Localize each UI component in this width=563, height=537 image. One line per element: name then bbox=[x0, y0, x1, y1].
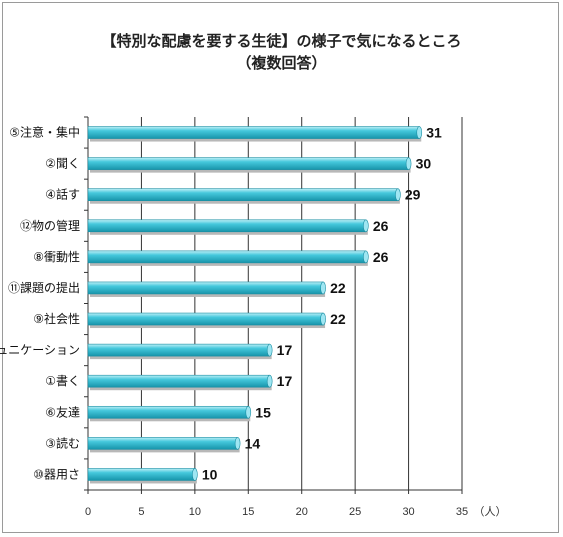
x-tick-label: 5 bbox=[138, 506, 144, 518]
bar bbox=[87, 188, 399, 202]
bar-end-cap bbox=[245, 405, 252, 419]
value-label: 31 bbox=[426, 125, 442, 141]
bar bbox=[87, 219, 367, 233]
bar-end-cap bbox=[320, 281, 326, 295]
category-label: ⑩器用さ bbox=[33, 467, 80, 481]
x-axis-unit-label: （人） bbox=[474, 505, 507, 518]
bar-end-cap bbox=[266, 343, 273, 357]
category-label: ⑦コミュニケーション bbox=[0, 343, 80, 357]
category-label: ③読む bbox=[45, 435, 80, 450]
x-tick-label: 30 bbox=[402, 506, 414, 518]
bar bbox=[87, 437, 238, 450]
bar bbox=[87, 126, 420, 139]
bar bbox=[87, 250, 367, 264]
value-label: 15 bbox=[255, 404, 271, 420]
bar-end-cap bbox=[234, 437, 241, 450]
category-label: ⑪課題の提出 bbox=[8, 280, 80, 295]
bar bbox=[87, 405, 249, 419]
x-tick-label: 35 bbox=[456, 506, 468, 518]
bar-end-cap bbox=[363, 250, 369, 264]
bar bbox=[87, 281, 324, 295]
category-label: ⑨社会性 bbox=[33, 311, 80, 326]
value-label: 26 bbox=[373, 249, 389, 265]
chart-title: 【特別な配慮を要する生徒】の様子で気になるところ bbox=[101, 32, 462, 50]
bar-end-cap bbox=[416, 126, 423, 139]
x-tick-label: 20 bbox=[296, 506, 308, 518]
value-label: 30 bbox=[416, 156, 432, 172]
category-label: ④話す bbox=[45, 187, 80, 202]
value-label: 26 bbox=[373, 218, 389, 234]
bar-end-cap bbox=[266, 374, 273, 388]
bar-end-cap bbox=[320, 312, 326, 326]
value-label: 22 bbox=[330, 311, 346, 327]
value-label: 14 bbox=[245, 435, 261, 451]
value-label: 17 bbox=[277, 373, 293, 389]
category-label: ⑫物の管理 bbox=[20, 218, 80, 233]
value-label: 29 bbox=[405, 187, 421, 203]
bar bbox=[87, 374, 270, 388]
category-label: ⑧衝動性 bbox=[33, 250, 80, 264]
x-tick-label: 0 bbox=[85, 506, 91, 518]
bar-end-cap bbox=[192, 468, 198, 481]
bar bbox=[87, 157, 409, 170]
value-label: 22 bbox=[330, 280, 346, 296]
category-label: ②聞く bbox=[45, 157, 80, 171]
chart-subtitle: （複数回答） bbox=[236, 54, 327, 72]
bar-end-cap bbox=[395, 188, 401, 202]
bar bbox=[87, 343, 270, 357]
x-tick-label: 25 bbox=[349, 506, 361, 518]
value-label: 17 bbox=[277, 342, 293, 358]
bar bbox=[87, 468, 196, 481]
bar-end-cap bbox=[405, 157, 412, 170]
x-tick-label: 15 bbox=[242, 506, 254, 518]
bar bbox=[87, 312, 324, 326]
category-label: ⑥友達 bbox=[45, 405, 80, 419]
bar-end-cap bbox=[363, 219, 369, 233]
category-label: ⑤注意・集中 bbox=[9, 125, 80, 140]
value-label: 10 bbox=[202, 466, 218, 482]
x-tick-label: 10 bbox=[189, 506, 201, 518]
category-label: ①書く bbox=[45, 374, 80, 388]
